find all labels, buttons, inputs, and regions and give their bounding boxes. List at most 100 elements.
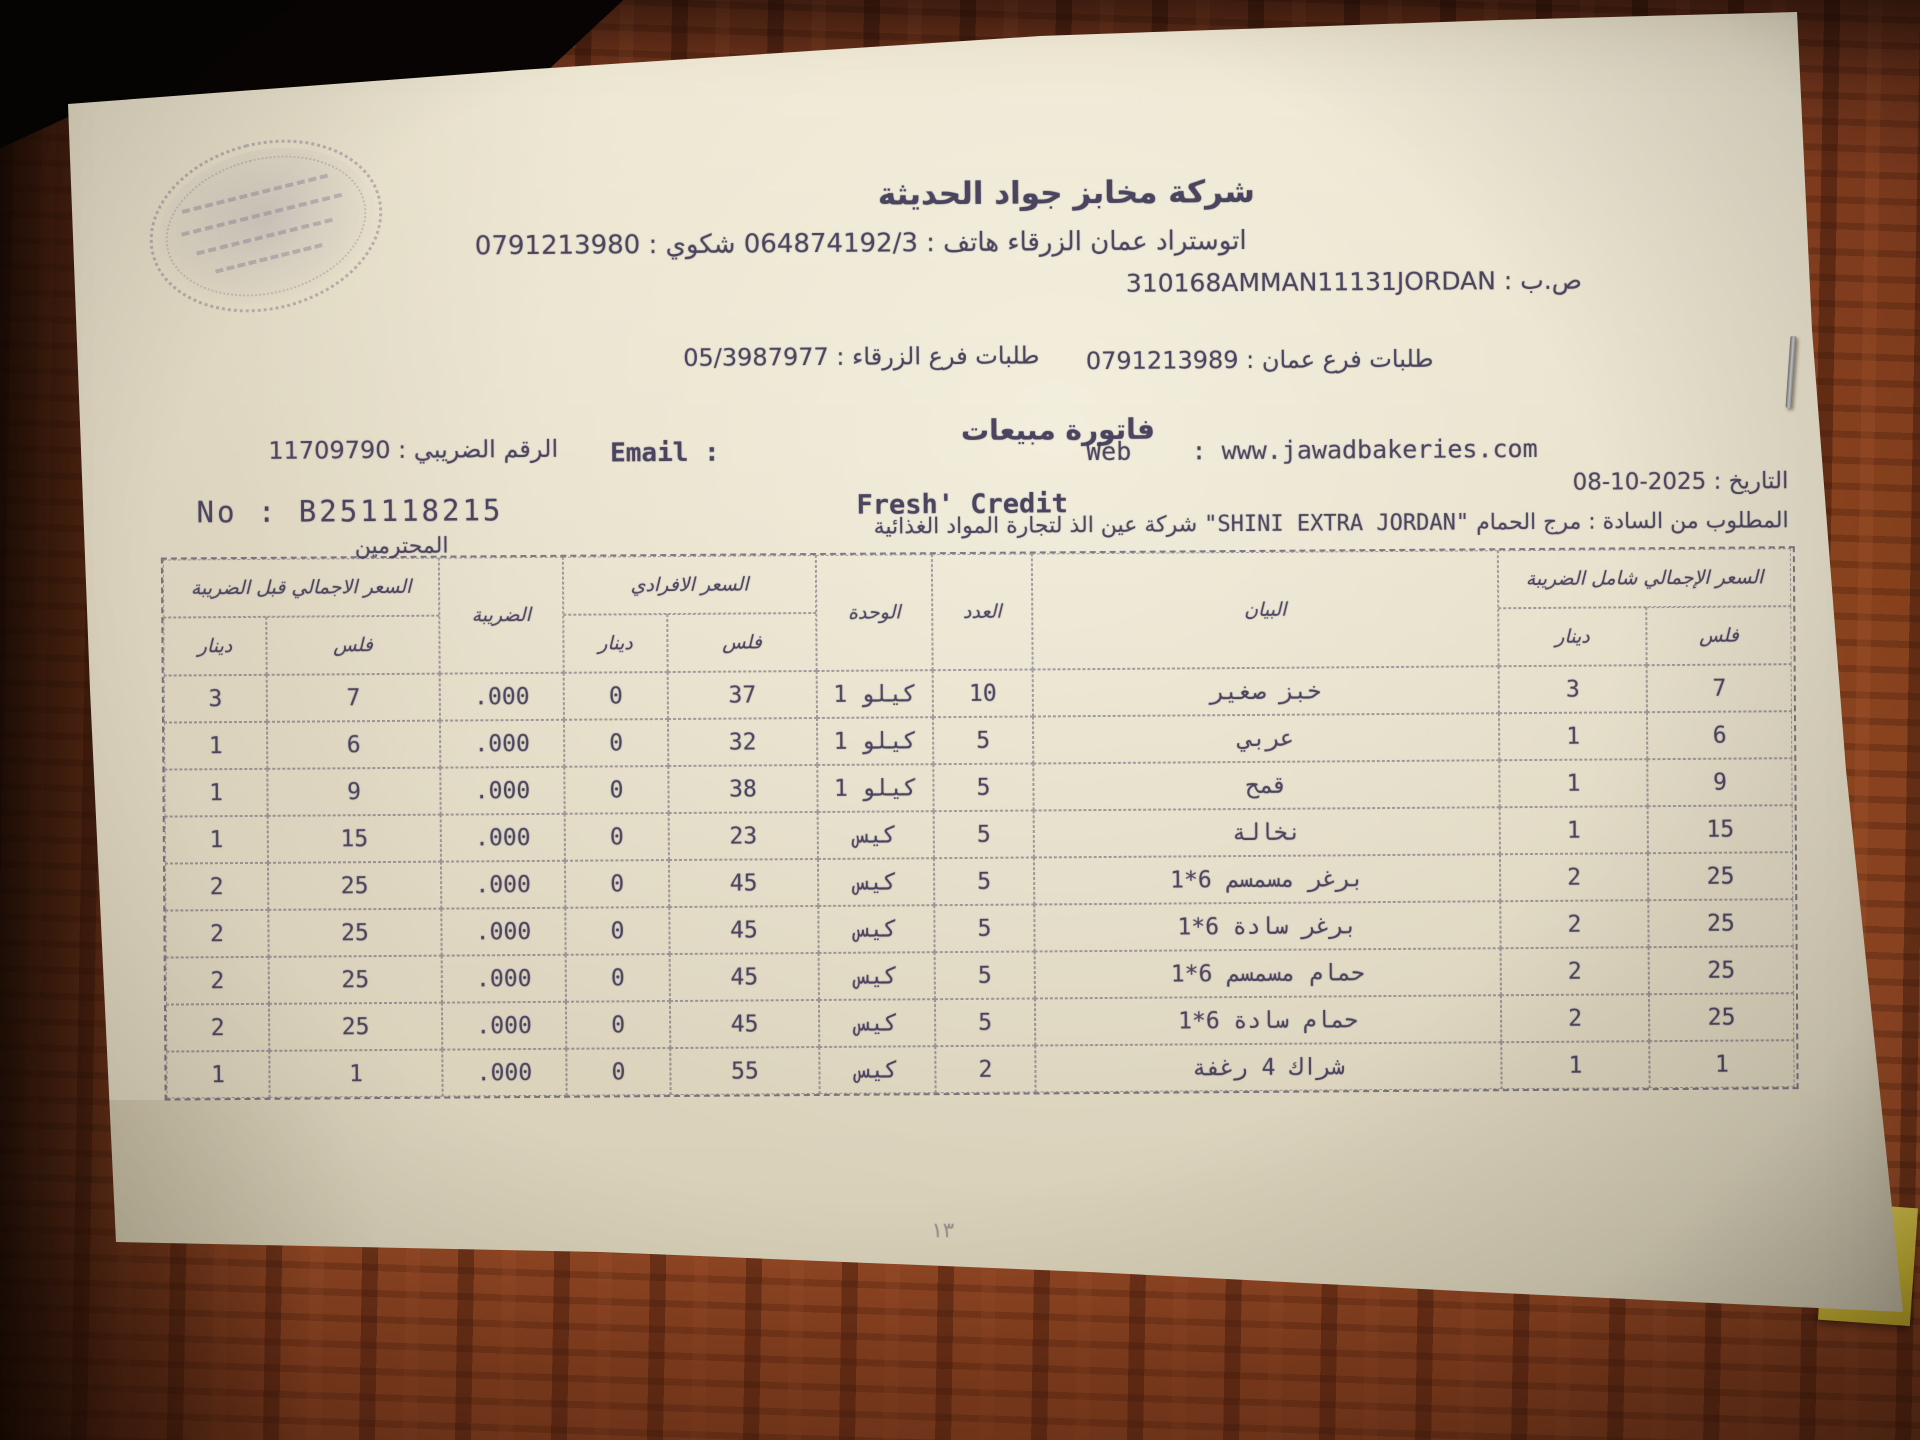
table-value-cell: 38 xyxy=(668,764,818,814)
table-value-cell: 45 xyxy=(669,905,819,955)
subheader-fils: فلس xyxy=(667,613,817,673)
customer-arabic-name: شركة عين الذ لتجارة المواد الغذائية xyxy=(873,512,1198,540)
table-value-cell: كيلو 1 xyxy=(816,717,934,765)
header-qty: العدد xyxy=(931,553,1033,671)
item-description-cell: قمح xyxy=(1033,760,1500,811)
table-value-cell: .000 xyxy=(440,813,565,862)
header-pretax-total: السعر الاجمالي قبل الضريبة xyxy=(162,557,440,618)
table-value-cell: 25 xyxy=(268,1002,443,1051)
table-value-cell: 2 xyxy=(1499,853,1649,902)
table-value-cell: 2 xyxy=(165,909,269,958)
table-value-cell: 1 xyxy=(1649,1040,1795,1089)
table-value-cell: .000 xyxy=(442,1048,567,1097)
table-value-cell: 25 xyxy=(268,955,442,1004)
table-value-cell: كيس xyxy=(818,952,935,1000)
table-value-cell: كيلو 1 xyxy=(817,764,934,812)
item-description-cell: برغر سادة 6*1 xyxy=(1034,901,1501,952)
table-value-cell: 1 xyxy=(1501,1041,1650,1090)
table-value-cell: 5 xyxy=(934,998,1036,1047)
table-value-cell: 2 xyxy=(1500,900,1649,949)
table-value-cell: 15 xyxy=(267,814,441,863)
table-value-cell: 2 xyxy=(165,1003,270,1052)
invoice-date: التاريخ : 2025-10-08 xyxy=(1572,468,1789,496)
header-unit-price: السعر الافرادي xyxy=(562,555,817,615)
table-value-cell: 1 xyxy=(166,1050,270,1099)
table-value-cell: 25 xyxy=(1648,899,1794,948)
company-name: شركة مخابز جواد الحديثة xyxy=(877,173,1255,213)
table-value-cell: 1 xyxy=(1499,806,1648,855)
table-value-cell: 2 xyxy=(935,1045,1036,1094)
subheader-fils: فلس xyxy=(1646,606,1792,666)
table-value-cell: .000 xyxy=(441,954,566,1003)
table-value-cell: 0 xyxy=(565,954,670,1002)
subheader-dinar: دينار xyxy=(163,616,267,676)
table-value-cell: 9 xyxy=(267,767,441,816)
table-value-cell: 7 xyxy=(266,673,440,722)
table-value-cell: 9 xyxy=(1647,758,1793,807)
table-value-cell: 0 xyxy=(565,1001,671,1049)
table-value-cell: 25 xyxy=(1647,852,1794,901)
table-value-cell: 2 xyxy=(165,956,269,1005)
table-value-cell: 1 xyxy=(163,721,268,770)
table-value-cell: 0 xyxy=(563,719,669,767)
table-value-cell: كيس xyxy=(818,905,935,953)
table-value-cell: 1 xyxy=(164,815,268,864)
table-value-cell: 5 xyxy=(933,857,1035,906)
item-description-cell: عربي xyxy=(1032,713,1500,764)
table-value-cell: 45 xyxy=(668,858,819,908)
customer-area: مرج الحمام xyxy=(1476,509,1582,536)
table-value-cell: 3 xyxy=(1498,665,1647,714)
table-value-cell: كيس xyxy=(817,858,935,906)
table-value-cell: .000 xyxy=(440,860,566,909)
item-description-cell: حمام سادة 6*1 xyxy=(1034,995,1502,1046)
table-value-cell: .000 xyxy=(439,719,565,768)
table-value-cell: 5 xyxy=(933,763,1034,812)
table-value-cell: .000 xyxy=(440,766,565,815)
zarqa-branch-orders: طلبات فرع الزرقاء : 05/3987977 xyxy=(683,341,1040,372)
table-value-cell: 6 xyxy=(266,720,441,769)
table-value-cell: .000 xyxy=(439,672,564,721)
table-value-cell: كيلو 1 xyxy=(816,670,933,718)
table-value-cell: 2 xyxy=(1500,994,1650,1043)
header-total-with-tax: السعر الإجمالي شامل الضريبة xyxy=(1497,548,1792,609)
table-value-cell: 45 xyxy=(669,999,820,1049)
table-value-cell: 32 xyxy=(667,717,818,767)
table-value-cell: 5 xyxy=(933,810,1034,859)
table-value-cell: 45 xyxy=(669,952,819,1002)
table-value-cell: 5 xyxy=(934,951,1035,1000)
invoice-number: No : B251118215 xyxy=(196,493,504,530)
tax-number-line: الرقم الضريبي : 11709790 xyxy=(268,434,559,465)
table-value-cell: 0 xyxy=(565,907,670,955)
table-value-cell: 2 xyxy=(1500,947,1649,996)
faint-page-mark: ١٣ xyxy=(931,1218,955,1243)
item-description-cell: شراك 4 رغفة xyxy=(1035,1042,1502,1093)
subheader-fils: فلس xyxy=(266,615,440,675)
table-value-cell: 23 xyxy=(668,811,818,861)
table-value-cell: 37 xyxy=(667,670,817,720)
subheader-dinar: دينار xyxy=(563,614,668,673)
table-value-cell: 5 xyxy=(932,716,1034,765)
header-unit: الوحدة xyxy=(815,554,933,671)
customer-label: المطلوب من السادة : xyxy=(1588,508,1789,535)
table-value-cell: 25 xyxy=(267,861,442,910)
table-value-cell: 2 xyxy=(164,862,269,911)
email-label: Email : xyxy=(610,437,720,469)
website-line: Web : www.jawadbakeries.com xyxy=(1086,433,1538,467)
table-value-cell: .000 xyxy=(441,1001,567,1050)
table-value-cell: 1 xyxy=(269,1049,443,1098)
table-value-cell: 0 xyxy=(566,1048,671,1096)
item-description-cell: برغر مسمسم 6*1 xyxy=(1033,854,1501,905)
invoice-table: السعر الاجمالي قبل الضريبة الضريبة السعر… xyxy=(160,546,1799,1101)
header-tax: الضريبة xyxy=(438,556,564,674)
table-value-cell: 0 xyxy=(563,672,668,720)
item-description-cell: نخالة xyxy=(1033,807,1500,858)
table-value-cell: 7 xyxy=(1646,664,1792,713)
table-value-cell: 15 xyxy=(1647,805,1793,854)
table-value-cell: 0 xyxy=(564,813,669,861)
table-value-cell: كيس xyxy=(818,999,936,1047)
item-description-cell: خبز صغير xyxy=(1032,666,1499,717)
item-description-cell: حمام مسمسم 6*1 xyxy=(1034,948,1501,999)
